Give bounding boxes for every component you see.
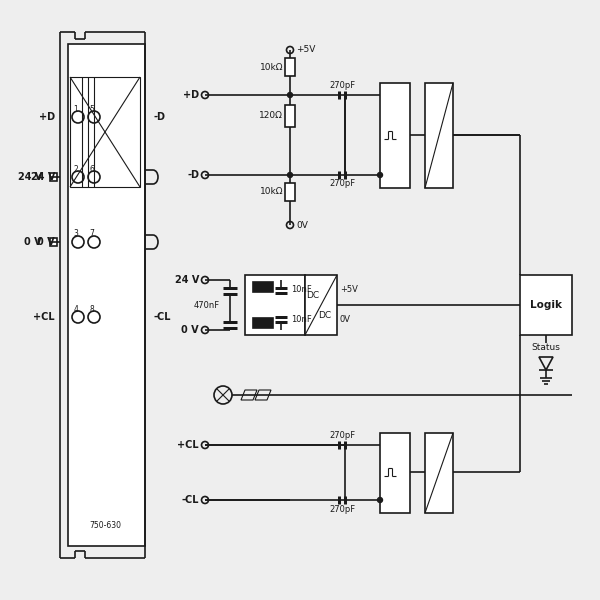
Circle shape bbox=[72, 311, 84, 323]
Text: 750-630: 750-630 bbox=[89, 521, 121, 530]
Bar bbox=[285, 58, 295, 76]
Text: Logik: Logik bbox=[530, 300, 562, 310]
Text: 24 V: 24 V bbox=[31, 172, 55, 182]
Bar bbox=[253, 318, 273, 328]
Text: 1: 1 bbox=[74, 104, 79, 113]
Text: +5V: +5V bbox=[340, 286, 358, 295]
Circle shape bbox=[88, 236, 100, 248]
Circle shape bbox=[88, 111, 100, 123]
Text: 6: 6 bbox=[89, 164, 94, 173]
Text: 270pF: 270pF bbox=[329, 82, 355, 91]
Text: DC: DC bbox=[319, 311, 332, 319]
Bar bbox=[425, 83, 453, 188]
Text: +D: +D bbox=[183, 90, 199, 100]
Text: 470nF: 470nF bbox=[194, 301, 220, 310]
Text: 120Ω: 120Ω bbox=[259, 112, 283, 121]
Text: 10nF: 10nF bbox=[291, 316, 312, 325]
Text: -CL: -CL bbox=[182, 495, 199, 505]
Text: -D: -D bbox=[187, 170, 199, 180]
Bar bbox=[245, 275, 305, 335]
Circle shape bbox=[377, 497, 383, 503]
Text: 270pF: 270pF bbox=[329, 431, 355, 440]
Text: 24 V: 24 V bbox=[175, 275, 199, 285]
Bar bbox=[68, 44, 145, 546]
Circle shape bbox=[377, 173, 383, 178]
Bar bbox=[520, 275, 572, 335]
Text: +CL: +CL bbox=[34, 312, 55, 322]
Circle shape bbox=[88, 171, 100, 183]
Text: 2: 2 bbox=[74, 164, 79, 173]
Bar bbox=[50, 238, 57, 246]
Text: +5V: +5V bbox=[296, 46, 316, 55]
Text: 270pF: 270pF bbox=[329, 179, 355, 188]
Text: 5: 5 bbox=[89, 104, 94, 113]
Bar bbox=[285, 183, 295, 201]
Text: -CL: -CL bbox=[153, 312, 170, 322]
Text: 3: 3 bbox=[74, 229, 79, 238]
Bar bbox=[380, 83, 410, 188]
Text: 0 V: 0 V bbox=[25, 237, 42, 247]
Text: Status: Status bbox=[532, 343, 560, 352]
Circle shape bbox=[72, 236, 84, 248]
Text: +D: +D bbox=[39, 112, 55, 122]
Circle shape bbox=[287, 92, 293, 97]
Text: 8: 8 bbox=[89, 304, 94, 313]
Text: 4: 4 bbox=[74, 304, 79, 313]
Bar bbox=[305, 275, 337, 335]
Text: 270pF: 270pF bbox=[329, 505, 355, 514]
Text: 0 V: 0 V bbox=[37, 237, 55, 247]
Text: 0V: 0V bbox=[296, 220, 308, 229]
Text: 0 V: 0 V bbox=[181, 325, 199, 335]
Bar bbox=[380, 433, 410, 513]
Text: 7: 7 bbox=[89, 229, 94, 238]
Bar bbox=[285, 105, 295, 127]
Circle shape bbox=[287, 173, 293, 178]
Bar bbox=[253, 282, 273, 292]
Bar bbox=[425, 433, 453, 513]
Bar bbox=[50, 173, 57, 181]
Circle shape bbox=[72, 111, 84, 123]
Text: 24 V: 24 V bbox=[17, 172, 42, 182]
Text: -D: -D bbox=[153, 112, 165, 122]
Text: +CL: +CL bbox=[178, 440, 199, 450]
Bar bbox=[70, 77, 140, 187]
Text: 10kΩ: 10kΩ bbox=[260, 62, 283, 71]
Circle shape bbox=[72, 171, 84, 183]
Circle shape bbox=[88, 311, 100, 323]
Text: 10nF: 10nF bbox=[291, 286, 312, 295]
Text: DC: DC bbox=[307, 290, 320, 299]
Text: 10kΩ: 10kΩ bbox=[260, 187, 283, 196]
Text: 0V: 0V bbox=[340, 316, 351, 325]
